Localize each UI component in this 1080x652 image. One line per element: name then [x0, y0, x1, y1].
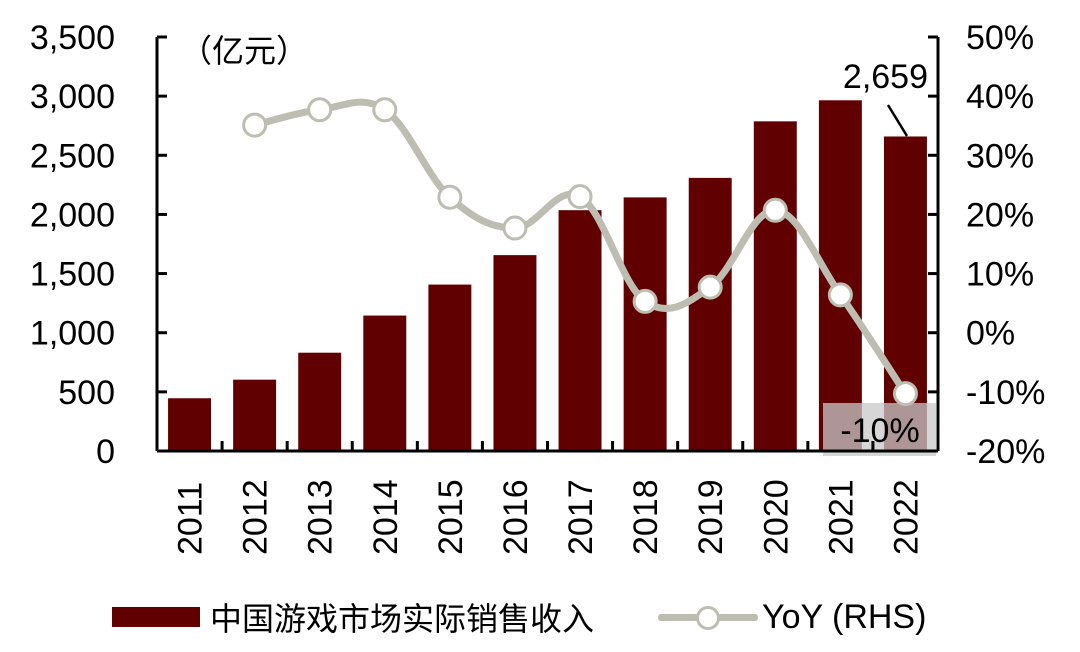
yoy-marker-icon: [372, 97, 398, 123]
x-axis-year-label: 2016: [497, 479, 535, 555]
left-axis-tick-label: 2,500: [30, 137, 115, 175]
bar-series: [168, 100, 927, 452]
x-axis-year-label: 2021: [822, 479, 860, 555]
legend-item-revenue: 中国游戏市场实际销售收入: [112, 594, 594, 640]
left-axis-tick-label: 500: [58, 374, 115, 412]
legend-bar-swatch-icon: [112, 607, 200, 627]
legend-line-marker-icon: [658, 602, 759, 632]
x-axis-year-label: 2018: [627, 479, 665, 555]
bar-2017: [558, 210, 602, 451]
bar-2019: [688, 177, 732, 451]
legend-item-yoy: YoY (RHS): [658, 598, 926, 637]
left-axis-tick-label: 1,000: [30, 315, 115, 353]
right-axis-tick-label: 50%: [966, 19, 1034, 57]
yoy-marker-icon: [242, 112, 268, 138]
yoy-2022-value-label: -10%: [840, 412, 919, 450]
yoy-marker-icon: [697, 274, 723, 300]
left-axis-tick-label: 0: [96, 433, 115, 471]
right-axis-tick-label: 30%: [966, 137, 1034, 175]
legend: 中国游戏市场实际销售收入 YoY (RHS): [112, 594, 926, 640]
yoy-marker-icon: [307, 97, 333, 123]
right-axis-tick-label: 20%: [966, 196, 1034, 234]
axes: 0 500 1,000 1,500 2,000 2,500 3,000 3,500 -20% -1…: [30, 19, 1045, 555]
x-axis-year-label: 2015: [432, 479, 470, 555]
right-axis-tick-label: 0%: [966, 315, 1015, 353]
right-axis-tick-label: 10%: [966, 256, 1034, 294]
yoy-marker-icon: [892, 381, 918, 407]
x-axis-year-label: 2011: [172, 482, 210, 555]
x-axis-year-label: 2014: [367, 479, 405, 555]
yoy-marker-icon: [567, 184, 593, 210]
legend-yoy-label: YoY (RHS): [762, 597, 927, 636]
yoy-marker-icon: [827, 282, 853, 308]
left-axis-tick-label: 1,500: [30, 256, 115, 294]
yoy-marker-icon: [762, 197, 788, 223]
bar-2018: [623, 197, 667, 451]
bar-2014: [363, 315, 407, 451]
x-axis-year-label: 2013: [302, 479, 340, 555]
leader-line: [886, 104, 909, 137]
right-axis-tick-label: -20%: [966, 433, 1045, 471]
bar-2013: [298, 352, 342, 451]
x-axis-year-label: 2019: [692, 479, 730, 555]
left-axis-tick-label: 3,500: [30, 19, 115, 57]
bar-2012: [233, 379, 277, 451]
left-axis-tick-label: 2,000: [30, 196, 115, 234]
right-axis-tick-label: 40%: [966, 78, 1034, 116]
bar-2011: [168, 398, 212, 451]
x-axis-year-label: 2017: [562, 479, 600, 555]
x-axis-year-label: 2020: [757, 479, 795, 555]
bar-2020: [753, 121, 797, 452]
yoy-line-series: [242, 97, 918, 407]
yoy-marker-icon: [502, 215, 528, 241]
yoy-marker-icon: [437, 184, 463, 210]
legend-revenue-label: 中国游戏市场实际销售收入: [210, 600, 595, 638]
bar-2022-value-label: 2,659: [843, 58, 928, 96]
combo-chart: 0 500 1,000 1,500 2,000 2,500 3,000 3,500 -20% -1…: [30, 19, 1045, 555]
bar-2016: [493, 255, 537, 451]
bar-2015: [428, 284, 472, 451]
yoy-2022-label-box: [823, 403, 936, 456]
left-axis-tick-label: 3,000: [30, 78, 115, 116]
right-axis-tick-label: -10%: [966, 374, 1045, 412]
yoy-marker-icon: [632, 288, 658, 314]
x-axis-year-label: 2022: [887, 479, 925, 555]
unit-label: （亿元）: [180, 32, 308, 70]
x-axis-year-label: 2012: [237, 479, 275, 555]
